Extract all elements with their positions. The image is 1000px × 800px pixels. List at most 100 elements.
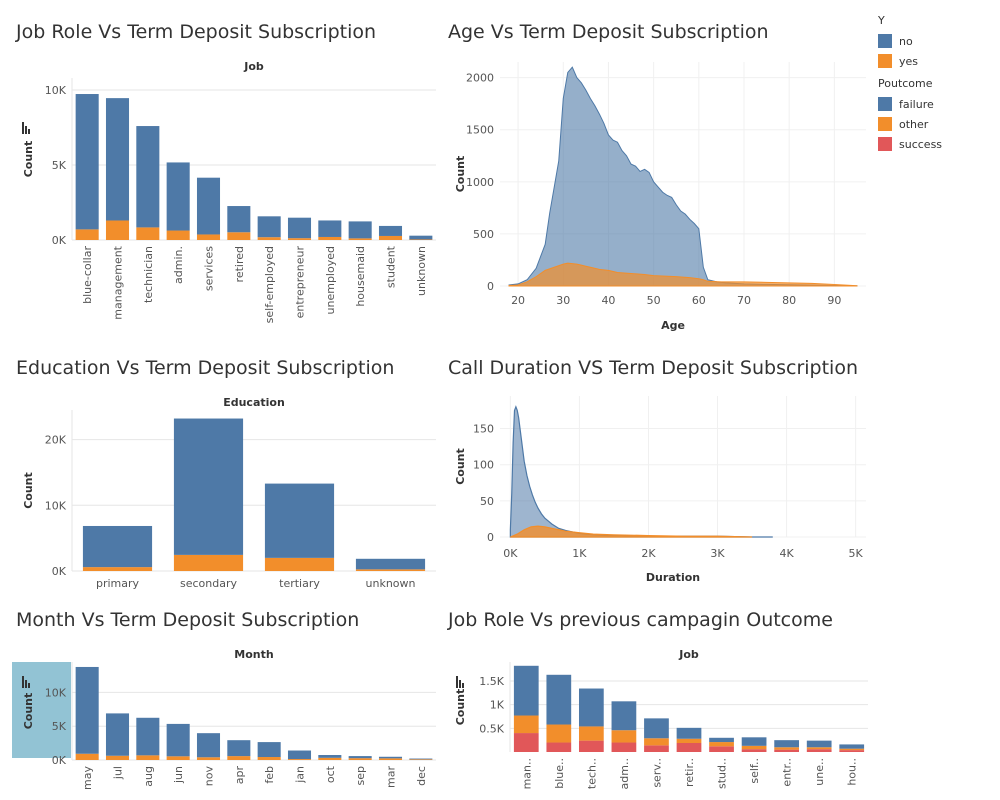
month-xtick-label: aug	[142, 766, 155, 787]
job-bar-yes	[287, 238, 312, 240]
job-bar-no	[166, 162, 190, 231]
job-bar-no	[348, 221, 372, 239]
poutcome-xtick-label: serv..	[650, 758, 663, 788]
poutcome-bar-failure	[839, 744, 865, 749]
poutcome-xtick-label: blue..	[553, 758, 566, 789]
education-xtick-label: unknown	[366, 577, 416, 590]
month-chart-title: Month Vs Term Deposit Subscription	[16, 609, 360, 631]
legend-item-yes[interactable]: yes	[878, 51, 942, 71]
job-bar-no	[136, 126, 160, 228]
poutcome-bar-other	[611, 730, 637, 743]
legend-item-no[interactable]: no	[878, 31, 942, 51]
month-xtick-label: may	[81, 766, 94, 790]
job-bar-yes	[257, 237, 281, 240]
legend-item-failure[interactable]: failure	[878, 94, 942, 114]
job-xtick-label: self-employed	[263, 246, 276, 323]
duration-xtick-label: 1K	[572, 547, 587, 560]
poutcome-bar-success	[741, 749, 767, 752]
job-xtick-label: unemployed	[324, 246, 337, 314]
job-bar-no	[287, 217, 312, 239]
month-bar-no	[287, 750, 312, 760]
education-bar-yes	[82, 567, 153, 571]
month-xtick-label: dec	[415, 766, 428, 786]
poutcome-bar-other	[806, 747, 832, 750]
month-ytick-label: 0K	[52, 754, 67, 767]
duration-ytick-label: 100	[473, 459, 494, 472]
age-area-no	[508, 66, 858, 287]
month-sort-icon[interactable]	[22, 676, 32, 688]
duration-chart-title: Call Duration VS Term Deposit Subscripti…	[448, 357, 858, 379]
job-chart-title: Job Role Vs Term Deposit Subscription	[16, 21, 377, 43]
poutcome-xtick-label: man..	[520, 758, 533, 789]
job-xtick-label: blue-collar	[81, 246, 94, 304]
job-xtick-label: student	[385, 245, 398, 288]
month-ytick-label: 5K	[52, 720, 67, 733]
poutcome-chart-title: Job Role Vs previous campagin Outcome	[448, 609, 833, 631]
legend-swatch-other	[878, 117, 892, 131]
poutcome-bar-success	[676, 743, 702, 752]
age-xtick-label: 70	[737, 294, 751, 307]
duration-xtick-label: 2K	[641, 547, 656, 560]
poutcome-bar-success	[611, 742, 637, 752]
poutcome-bar-other	[546, 724, 572, 743]
month-bar-no	[378, 756, 403, 759]
job-bar-no	[318, 220, 342, 237]
age-xtick-label: 30	[556, 294, 570, 307]
poutcome-bar-failure	[513, 665, 539, 716]
poutcome-bar-failure	[578, 688, 604, 727]
month-xtick-label: sep	[354, 766, 367, 785]
job-bar-yes	[318, 236, 342, 240]
month-ytick-label: 10K	[45, 686, 67, 699]
legend-label-yes: yes	[899, 54, 919, 68]
month-bar-no	[409, 758, 433, 760]
month-bar-no	[227, 740, 251, 757]
education-bar-no	[82, 525, 153, 568]
education-xtick-label: secondary	[180, 577, 237, 590]
poutcome-bar-success	[546, 742, 572, 752]
job-bar-no	[257, 216, 281, 238]
poutcome-bar-other	[741, 745, 767, 750]
age-ytick-label: 1000	[466, 176, 494, 189]
job-bar-no	[196, 177, 221, 235]
poutcome-xtick-label: stud..	[716, 758, 729, 789]
job-xtick-label: unknown	[415, 246, 428, 296]
legend-item-other[interactable]: other	[878, 114, 942, 134]
job-bar-no	[75, 94, 99, 230]
poutcome-y-axis-label: Count	[454, 689, 467, 726]
education-header: Education	[223, 396, 285, 409]
legend-swatch-yes	[878, 54, 892, 68]
month-bar-yes	[318, 757, 342, 760]
legend-item-success[interactable]: success	[878, 134, 942, 154]
poutcome-bar-failure	[709, 737, 734, 743]
education-ytick-label: 20K	[45, 434, 67, 447]
age-area-yes	[508, 262, 858, 287]
legend-label-failure: failure	[899, 97, 934, 111]
poutcome-bar-failure	[644, 718, 669, 739]
duration-xtick-label: 5K	[849, 547, 864, 560]
education-chart-title: Education Vs Term Deposit Subscription	[16, 357, 395, 379]
month-xtick-label: jan	[294, 766, 307, 784]
job-bar-yes	[227, 232, 251, 240]
month-bar-yes	[257, 757, 281, 760]
job-bar-yes	[196, 234, 221, 240]
month-bar-yes	[166, 756, 190, 760]
age-xtick-label: 50	[647, 294, 661, 307]
poutcome-sort-icon[interactable]	[456, 676, 466, 688]
job-sort-icon[interactable]	[22, 122, 32, 134]
month-bar-yes	[348, 758, 372, 760]
education-bar-no	[355, 558, 426, 570]
legend-poutcome-title: Poutcome	[878, 77, 933, 90]
job-bar-no	[378, 225, 403, 236]
poutcome-bar-other	[676, 738, 702, 743]
month-bar-yes	[227, 756, 251, 760]
month-bar-no	[257, 742, 281, 758]
job-bar-yes	[75, 229, 99, 240]
job-bar-no	[105, 98, 130, 221]
job-xtick-label: admin.	[172, 246, 185, 284]
job-header: Job	[243, 60, 264, 73]
legend-y-title: Y	[878, 14, 885, 27]
job-bar-yes	[166, 230, 190, 240]
duration-hist-yes	[510, 525, 753, 538]
poutcome-bar-failure	[611, 701, 637, 731]
education-bar-yes	[355, 569, 426, 571]
